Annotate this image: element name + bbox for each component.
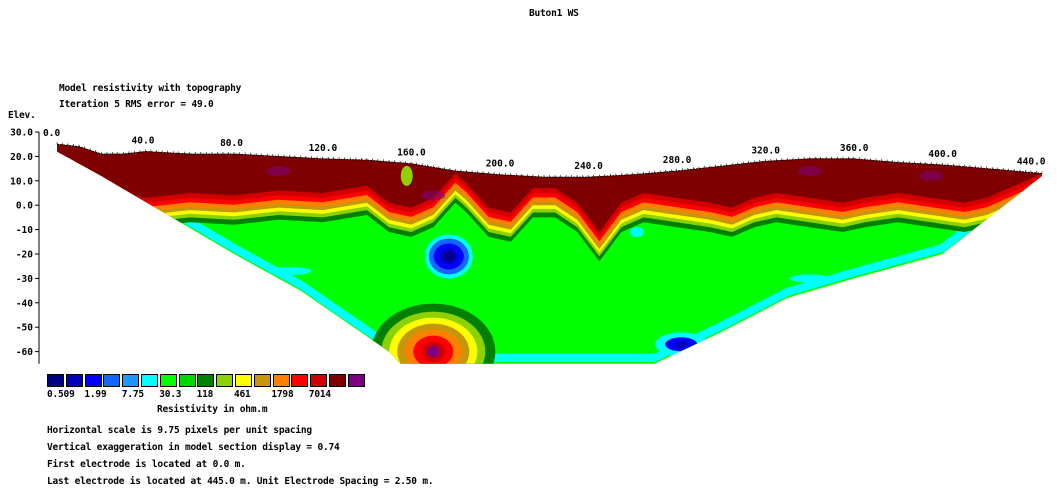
- x-tick-label-10: 400.0: [928, 149, 957, 160]
- legend-swatch: [122, 374, 140, 387]
- legend-value: 461: [234, 389, 251, 400]
- yellow-intrusion: [400, 165, 413, 186]
- note-last-electrode: Last electrode is located at 445.0 m. Un…: [47, 476, 434, 487]
- legend-swatch: [47, 374, 64, 387]
- purple-patch-0: [266, 166, 291, 177]
- model-subtitle: Model resistivity with topography: [59, 83, 242, 94]
- y-tick-label-8: -50: [16, 323, 33, 334]
- legend-swatch: [197, 374, 215, 387]
- legend-swatch: [329, 374, 346, 387]
- purple-patch-2: [797, 166, 822, 177]
- legend-value: 30.3: [159, 389, 182, 400]
- legend-value: 118: [196, 389, 214, 400]
- chart-title: Buton1 WS: [529, 8, 579, 19]
- legend-swatch: [253, 374, 271, 387]
- cyan-edge-right: [789, 274, 830, 283]
- legend-value-labels: 0.509 1.99 7.75 30.3 118 461 1798 7014: [47, 389, 387, 401]
- x-tick-label-6: 240.0: [574, 161, 603, 172]
- y-tick-label-6: -30: [16, 274, 33, 285]
- x-tick-label-3: 120.0: [309, 143, 338, 154]
- y-tick-label-5: -20: [16, 250, 33, 261]
- note-first-electrode: First electrode is located at 0.0 m.: [47, 459, 246, 470]
- x-tick-label-9: 360.0: [840, 143, 869, 154]
- x-tick-label-7: 280.0: [663, 155, 692, 166]
- legend-swatch: [159, 374, 177, 387]
- x-tick-label-11: 440.0: [1017, 157, 1046, 168]
- legend-value: 1798: [271, 389, 294, 400]
- bottom-blue-ring-2: [674, 341, 689, 348]
- purple-patch-3: [919, 170, 944, 181]
- resistivity-section-fill: [57, 144, 1042, 364]
- x-axis: 0.0 40.0 80.0 120.0 160.0 200.0 240.0 280.0 320.…: [43, 128, 1046, 178]
- y-tick-label-1: 20.0: [10, 152, 33, 163]
- elevation-axis-label: Elev.: [8, 110, 36, 121]
- x-tick-label-5: 200.0: [486, 159, 515, 170]
- section-cyan-fringe: [57, 144, 1042, 362]
- legend-swatch: [178, 374, 196, 387]
- x-tick-label-1: 40.0: [132, 136, 155, 147]
- cyan-spot: [629, 227, 644, 238]
- legend-label: Resistivity in ohm.m: [157, 404, 268, 415]
- y-tick-label-0: 30.0: [10, 128, 33, 139]
- low-resistivity-ring-4: [444, 252, 453, 261]
- purple-patch-1: [421, 190, 446, 201]
- iteration-label: Iteration 5 RMS error = 49.0: [59, 99, 214, 110]
- legend-value: 7.75: [121, 389, 144, 400]
- legend-value: 1.99: [84, 389, 107, 400]
- y-tick-label-9: -60: [16, 347, 33, 358]
- x-tick-label-4: 160.0: [397, 148, 426, 159]
- legend-swatch: [216, 374, 234, 387]
- note-horizontal-scale: Horizontal scale is 9.75 pixels per unit…: [47, 425, 312, 436]
- legend-swatch: [291, 374, 309, 387]
- x-tick-label-8: 320.0: [751, 145, 780, 156]
- x-tick-label-0: 0.0: [43, 128, 60, 139]
- legend-value: 0.509: [47, 389, 75, 400]
- legend-swatch: [103, 374, 121, 387]
- legend-swatch: [272, 374, 290, 387]
- legend-swatch: [310, 374, 328, 387]
- cyan-edge-left: [267, 267, 312, 276]
- y-tick-label-3: 0.0: [16, 201, 33, 212]
- note-vertical-exaggeration: Vertical exaggeration in model section d…: [47, 442, 340, 453]
- legend-swatch: [347, 374, 365, 387]
- y-axis: 30.0 20.0 10.0 0.0 -10 -20 -30 -40 -50 -60: [10, 128, 40, 364]
- legend-value: 7014: [308, 389, 331, 400]
- y-tick-label-4: -10: [16, 225, 33, 236]
- y-tick-label-7: -40: [16, 298, 33, 309]
- legend-swatch: [84, 374, 102, 387]
- legend-swatch: [65, 374, 83, 387]
- x-tick-label-2: 80.0: [220, 138, 243, 149]
- high-resistivity-ring-7: [427, 345, 440, 358]
- legend-swatch: [141, 374, 158, 387]
- y-tick-label-2: 10.0: [10, 176, 33, 187]
- legend-swatch: [235, 374, 252, 387]
